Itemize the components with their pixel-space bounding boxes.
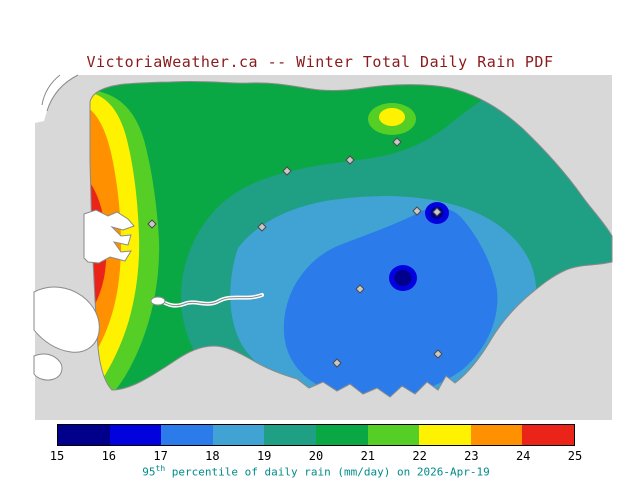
- land-bottom-left-large: [33, 286, 100, 353]
- local-min-core-central: [394, 270, 412, 286]
- island-land-top-left: [35, 75, 78, 123]
- colorbar-segment: [109, 425, 162, 445]
- island-shore-top-left-outer: [46, 74, 79, 112]
- caption-number: 95: [142, 465, 156, 479]
- island-shore-top-left-inner: [41, 74, 61, 106]
- station-marker: [282, 166, 292, 176]
- colorbar-tick-label: 17: [153, 449, 168, 463]
- colorbar-segment: [264, 425, 316, 445]
- colorbar-segment: [419, 425, 471, 445]
- station-marker: [345, 155, 355, 165]
- colorbar-segment: [161, 425, 213, 445]
- harbour-inlet-shoreline: [159, 294, 263, 307]
- station-marker: [257, 222, 267, 232]
- local-max-core-north: [379, 108, 405, 126]
- station-marker: [392, 137, 402, 147]
- colorbar-tick-label: 25: [567, 449, 583, 463]
- peninsula-land-west: [83, 209, 135, 264]
- station-marker: [147, 219, 157, 229]
- station-markers: [147, 137, 443, 368]
- colorbar-segment: [315, 425, 368, 445]
- colorbar-tick-label: 23: [464, 449, 479, 463]
- caption-text: percentile of daily rain (mm/day) on 202…: [165, 465, 490, 479]
- colorbar-ticks: 15 16 17 18 19 20 21 22 23 24 25: [50, 449, 582, 463]
- caption-ordinal-suffix: th: [155, 464, 166, 473]
- colorbar-tick-label: 19: [256, 449, 272, 463]
- lagoon: [150, 296, 166, 306]
- station-marker: [433, 349, 443, 359]
- colorbar-segment: [367, 425, 420, 445]
- colorbar-tick-label: 20: [308, 449, 324, 463]
- colorbar-tick-label: 22: [412, 449, 427, 463]
- colorbar: [57, 424, 575, 446]
- colorbar-segment: [522, 425, 574, 445]
- colorbar-tick-label: 18: [205, 449, 220, 463]
- data-region-coastline: [89, 80, 613, 398]
- station-marker: [332, 358, 342, 368]
- colorbar-segment: [470, 425, 523, 445]
- colorbar-tick-label: 21: [360, 449, 376, 463]
- colorbar-segment: [58, 425, 110, 445]
- colorbar-caption: 95th percentile of daily rain (mm/day) o…: [57, 464, 575, 479]
- contour-band-17-18: [283, 207, 498, 397]
- colorbar-segment: [212, 425, 265, 445]
- station-marker: [355, 284, 365, 294]
- station-marker: [432, 207, 442, 217]
- page-title: VictoriaWeather.ca -- Winter Total Daily…: [86, 53, 554, 71]
- land-bottom-left-small: [33, 353, 63, 381]
- station-marker: [412, 206, 422, 216]
- colorbar-tick-label: 16: [101, 449, 117, 463]
- colorbar-tick-label: 24: [515, 449, 531, 463]
- colorbar-tick-label: 15: [49, 449, 65, 463]
